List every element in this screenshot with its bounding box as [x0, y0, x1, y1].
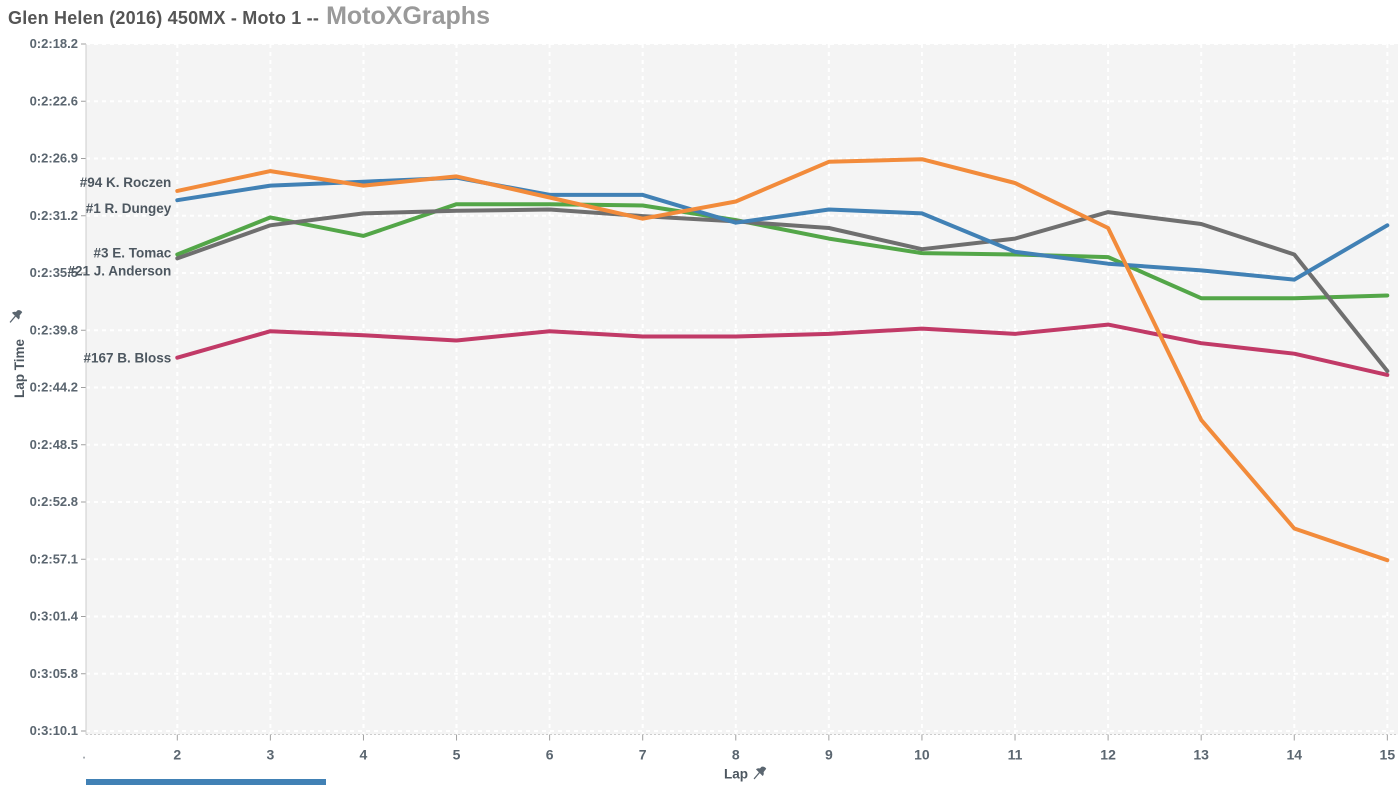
x-tick-label: 6 — [546, 747, 554, 763]
series-line-167-b-bloss[interactable] — [175, 322, 1390, 377]
series-line-94-k-roczen[interactable] — [175, 157, 1390, 563]
x-tick-label: 11 — [1008, 747, 1023, 763]
y-tick-label: 0:2:57.1 — [30, 551, 78, 566]
series-start-label-3-e-tomac: #3 E. Tomac — [94, 245, 172, 260]
series-line-3-e-tomac[interactable] — [175, 202, 1390, 301]
y-tick-label: 0:2:39.8 — [30, 322, 78, 337]
series-line-1-r-dungey[interactable] — [175, 175, 1390, 282]
y-axis-title: Lap Time — [12, 338, 27, 398]
y-tick-label: 0:3:05.8 — [30, 666, 78, 681]
y-tick-label: 0:2:44.2 — [30, 380, 78, 395]
y-tick-label: 0:3:10.1 — [30, 723, 78, 738]
race-title: Glen Helen (2016) 450MX - Moto 1 -- — [8, 8, 320, 28]
y-tick-label: 0:2:22.6 — [30, 93, 78, 108]
x-partial-tick-label: . — [82, 748, 85, 762]
x-axis-title: Lap — [724, 767, 748, 782]
y-tick-label: 0:2:52.8 — [30, 494, 78, 509]
page-title: Glen Helen (2016) 450MX - Moto 1 -- MotoX… — [8, 2, 490, 31]
x-tick-label: 12 — [1100, 747, 1116, 763]
x-tick-label: 10 — [914, 747, 930, 763]
series-start-label-1-r-dungey: #1 R. Dungey — [86, 201, 172, 216]
x-tick-label: 15 — [1380, 747, 1396, 763]
x-tick-label: 3 — [266, 747, 274, 763]
x-tick-label: 7 — [639, 747, 647, 763]
series-line-21-j-anderson[interactable] — [175, 207, 1390, 373]
x-tick-label: 14 — [1286, 747, 1302, 763]
y-tick-label: 0:2:18.2 — [30, 36, 78, 51]
x-tick-label: 13 — [1193, 747, 1209, 763]
y-tick-label: 0:3:01.4 — [30, 609, 79, 624]
brand-title: MotoXGraphs — [326, 2, 490, 30]
series-start-label-94-k-roczen: #94 K. Roczen — [80, 175, 172, 190]
y-tick-label: 0:2:48.5 — [30, 437, 78, 452]
x-tick-label: 2 — [173, 747, 181, 763]
y-axis-pin-icon[interactable] — [9, 310, 23, 323]
series-start-label-21-j-anderson: #21 J. Anderson — [68, 263, 172, 278]
x-tick-label: 4 — [360, 747, 368, 763]
x-axis-pin-icon[interactable] — [753, 766, 767, 780]
y-tick-label: 0:2:26.9 — [30, 151, 78, 166]
y-tick-label: 0:2:35.5 — [30, 265, 78, 280]
x-tick-label: 9 — [825, 747, 833, 763]
range-selector-bar[interactable] — [86, 779, 326, 785]
y-tick-label: 0:2:31.2 — [30, 208, 78, 223]
series-start-label-167-b-bloss: #167 B. Bloss — [84, 351, 172, 366]
x-tick-label: 5 — [453, 747, 461, 763]
x-tick-label: 8 — [732, 747, 740, 763]
